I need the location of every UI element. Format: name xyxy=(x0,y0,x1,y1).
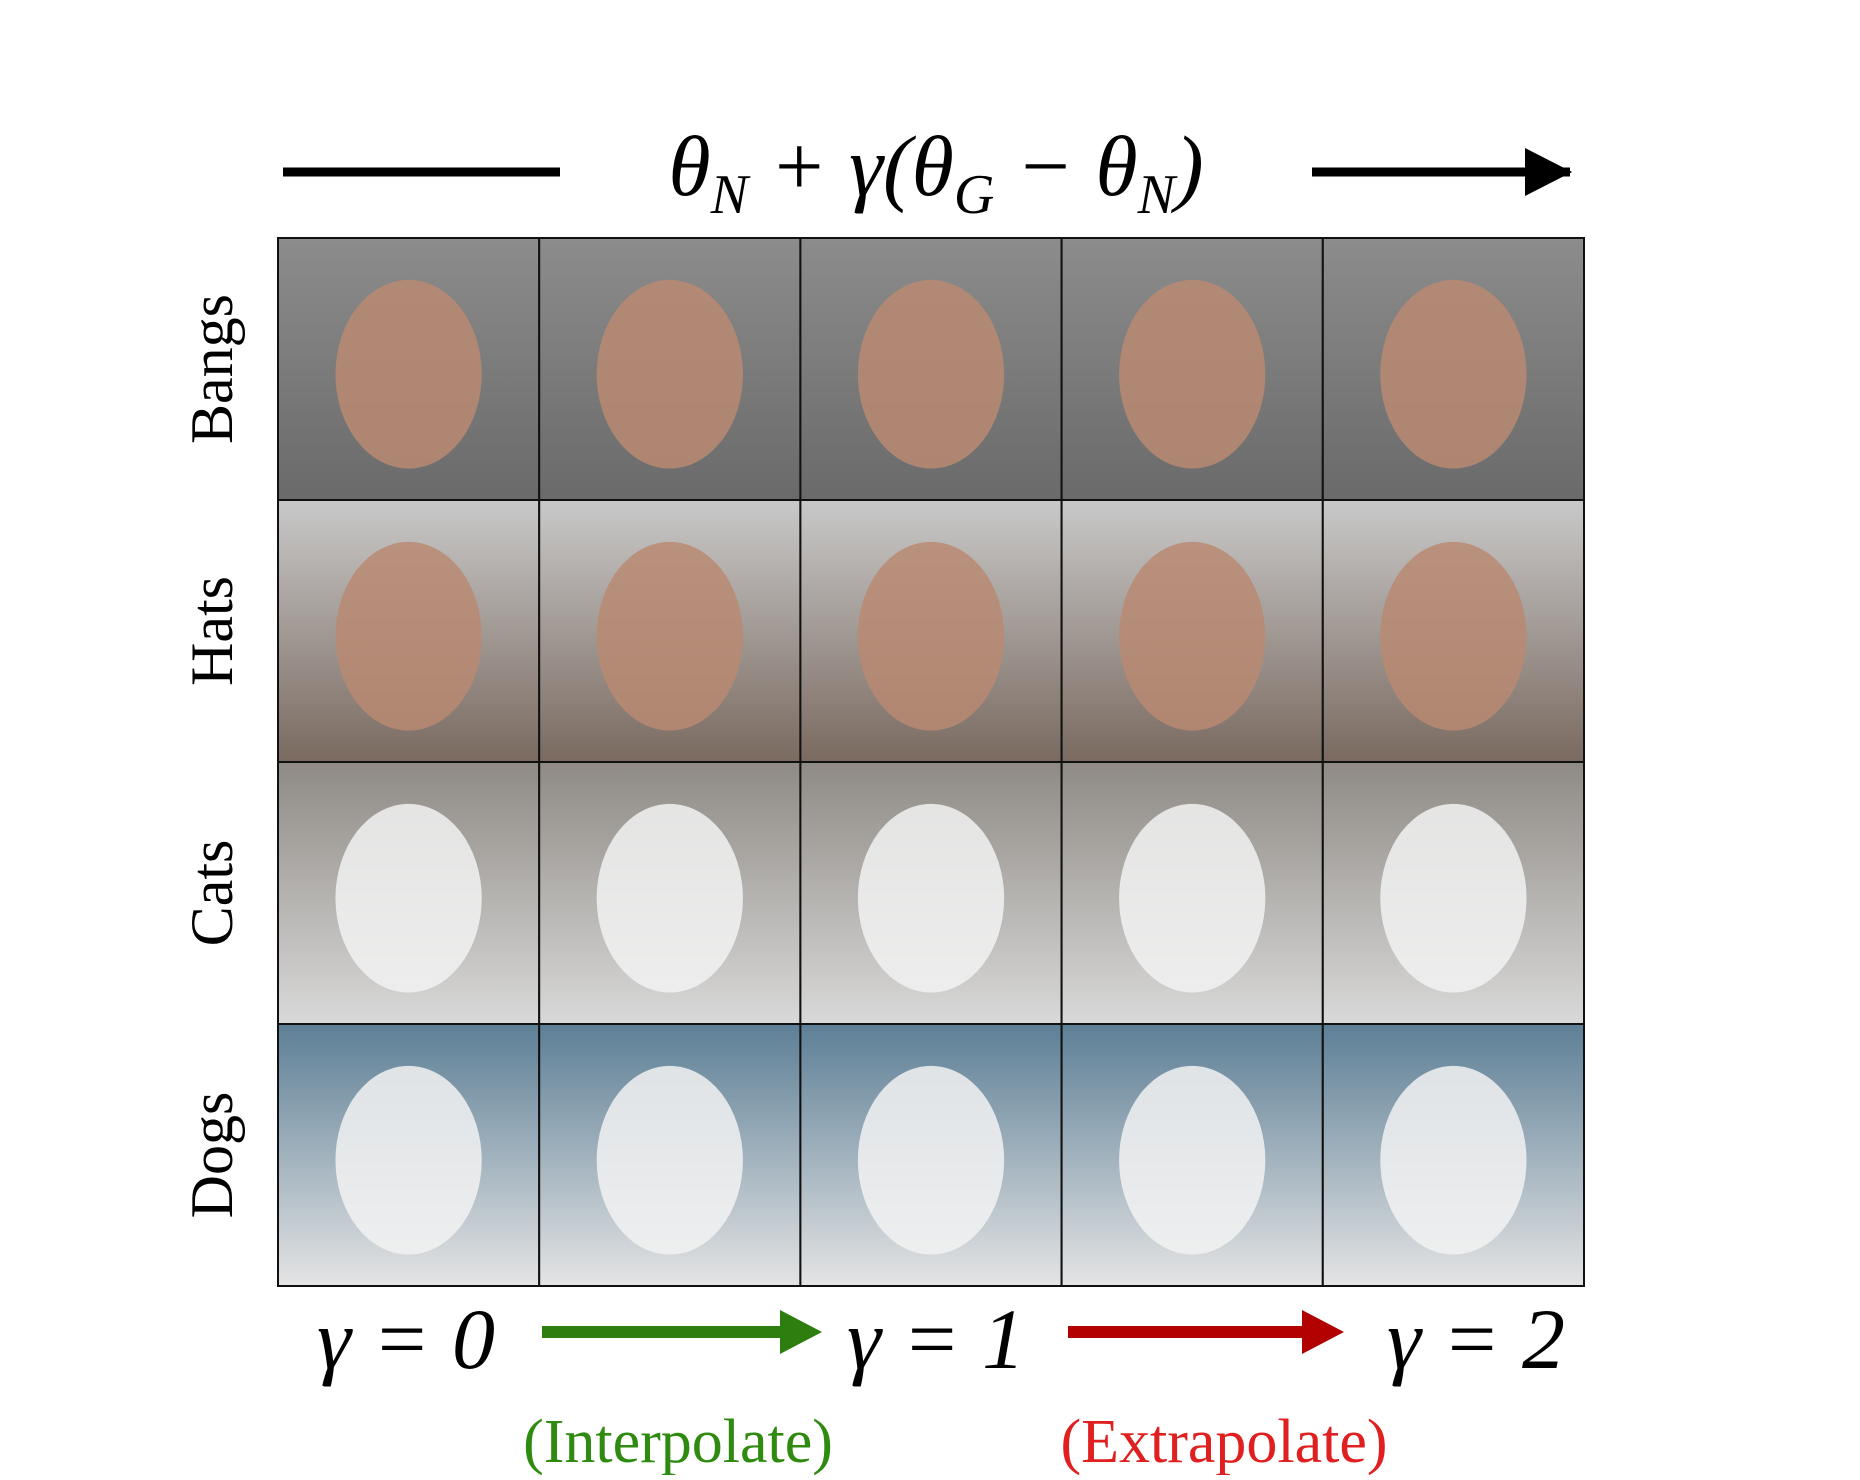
gamma-label: γ = 1 xyxy=(847,1291,1025,1387)
formula-part: ) xyxy=(1170,118,1204,214)
interpolate-arrow-head xyxy=(780,1310,822,1354)
image-grid xyxy=(277,237,1586,1287)
subject xyxy=(335,279,482,469)
subject xyxy=(1380,279,1527,469)
formula-subscript: N xyxy=(710,164,751,226)
arrow-head xyxy=(1525,148,1572,196)
formula-part: θ xyxy=(668,118,710,214)
subject xyxy=(857,541,1005,731)
formula-part: − θ xyxy=(994,118,1137,214)
subject xyxy=(1380,1065,1527,1255)
subject xyxy=(857,279,1005,469)
row-label: Hats xyxy=(179,576,245,686)
formula-part: + γ(θ xyxy=(748,118,954,214)
subject xyxy=(1119,803,1266,993)
extrapolate-arrow-head xyxy=(1302,1310,1344,1354)
row-labels: Bangs Hats Cats Dogs xyxy=(179,294,245,1218)
extrapolate-label: (Extrapolate) xyxy=(1060,1408,1387,1475)
row-label: Dogs xyxy=(179,1092,245,1219)
formula-subscript: N xyxy=(1137,164,1178,226)
subject xyxy=(1380,803,1527,993)
subject xyxy=(1119,541,1266,731)
formula-subscript: G xyxy=(954,164,994,226)
row-label: Cats xyxy=(179,840,245,947)
row-label: Bangs xyxy=(179,294,245,444)
subject xyxy=(335,541,482,731)
subject xyxy=(596,1065,743,1255)
subject xyxy=(335,1065,482,1255)
subject xyxy=(335,803,482,993)
gamma-label: γ = 0 xyxy=(317,1291,495,1387)
subject xyxy=(596,803,743,993)
formula: θN + γ(θG − θN) xyxy=(668,118,1203,226)
interpolate-label: (Interpolate) xyxy=(523,1408,833,1475)
subject xyxy=(857,1065,1005,1255)
subject xyxy=(1380,541,1527,731)
gamma-label: γ = 2 xyxy=(1387,1291,1565,1387)
subject xyxy=(1119,279,1266,469)
subject xyxy=(596,279,743,469)
subject xyxy=(596,541,743,731)
subject xyxy=(857,803,1005,993)
subject xyxy=(1119,1065,1266,1255)
